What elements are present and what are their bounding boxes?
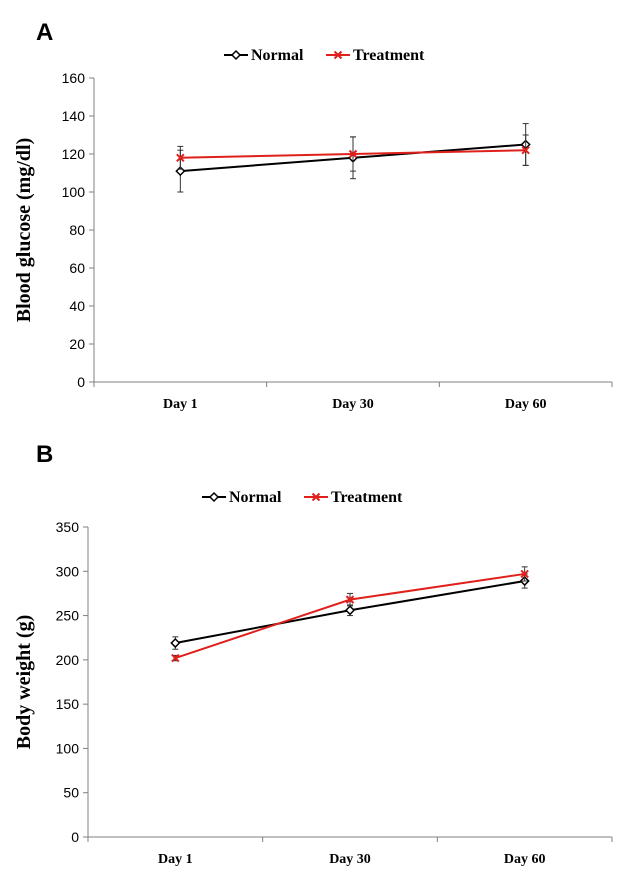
x-tick-label: Day 1 [158, 852, 193, 867]
y-tick-label: 100 [62, 184, 86, 200]
legend-label: Treatment [331, 489, 403, 506]
data-point [348, 149, 358, 159]
legend-item: Normal [202, 489, 282, 506]
y-tick-label: 350 [56, 519, 80, 535]
panel-label: A [36, 19, 53, 46]
legend-label: Normal [251, 47, 304, 64]
legend-swatch-marker [230, 49, 242, 61]
y-tick-label: 300 [56, 563, 80, 579]
y-tick-label: 200 [56, 652, 80, 668]
series-treatment [176, 134, 530, 172]
data-point [345, 595, 355, 604]
x-tick-label: Day 60 [505, 397, 547, 412]
legend-swatch-marker [311, 492, 321, 502]
y-tick-label: 20 [69, 336, 85, 352]
y-tick-label: 0 [71, 829, 79, 845]
y-tick-label: 250 [56, 608, 80, 624]
data-point [170, 637, 181, 649]
data-point [176, 153, 185, 163]
y-tick-label: 0 [77, 374, 85, 390]
y-tick-label: 80 [69, 222, 85, 238]
panel-b: B Body weight (g) 0 50 100 150 200 250 300 350 Day… [13, 441, 613, 867]
panel-label: B [36, 441, 53, 468]
series-treatment [171, 566, 529, 663]
legend-item: Treatment [304, 489, 403, 506]
data-point [520, 569, 529, 579]
legend: Normal Treatment [224, 47, 425, 64]
y-tick-label: 120 [62, 146, 86, 162]
legend-swatch-marker [333, 50, 343, 60]
x-tick-label: Day 60 [504, 852, 546, 867]
y-tick-label: 140 [62, 108, 86, 124]
x-tick-label: Day 30 [332, 397, 374, 412]
y-tick-label: 100 [56, 740, 80, 756]
x-tick-label: Day 1 [163, 397, 198, 412]
panel-a: A Blood glucose (mg/dl) 0 20 40 60 80 100 120 140… [13, 19, 613, 412]
series-normal [170, 573, 530, 650]
y-tick-label: 160 [62, 70, 86, 86]
y-tick-label: 60 [69, 260, 85, 276]
y-axis-label: Blood glucose (mg/dl) [13, 138, 35, 322]
x-tick-label: Day 30 [329, 852, 371, 867]
y-tick-label: 50 [63, 785, 79, 801]
data-point [521, 145, 530, 155]
data-point [344, 605, 356, 616]
legend-swatch-marker [208, 491, 220, 503]
data-point [171, 653, 180, 663]
legend-label: Normal [229, 489, 282, 506]
legend-item: Treatment [326, 47, 425, 64]
y-tick-label: 150 [56, 696, 80, 712]
legend: Normal Treatment [202, 489, 403, 506]
y-tick-label: 40 [69, 298, 85, 314]
y-axis-label: Body weight (g) [13, 615, 35, 749]
legend-item: Normal [224, 47, 304, 64]
legend-label: Treatment [353, 47, 425, 64]
